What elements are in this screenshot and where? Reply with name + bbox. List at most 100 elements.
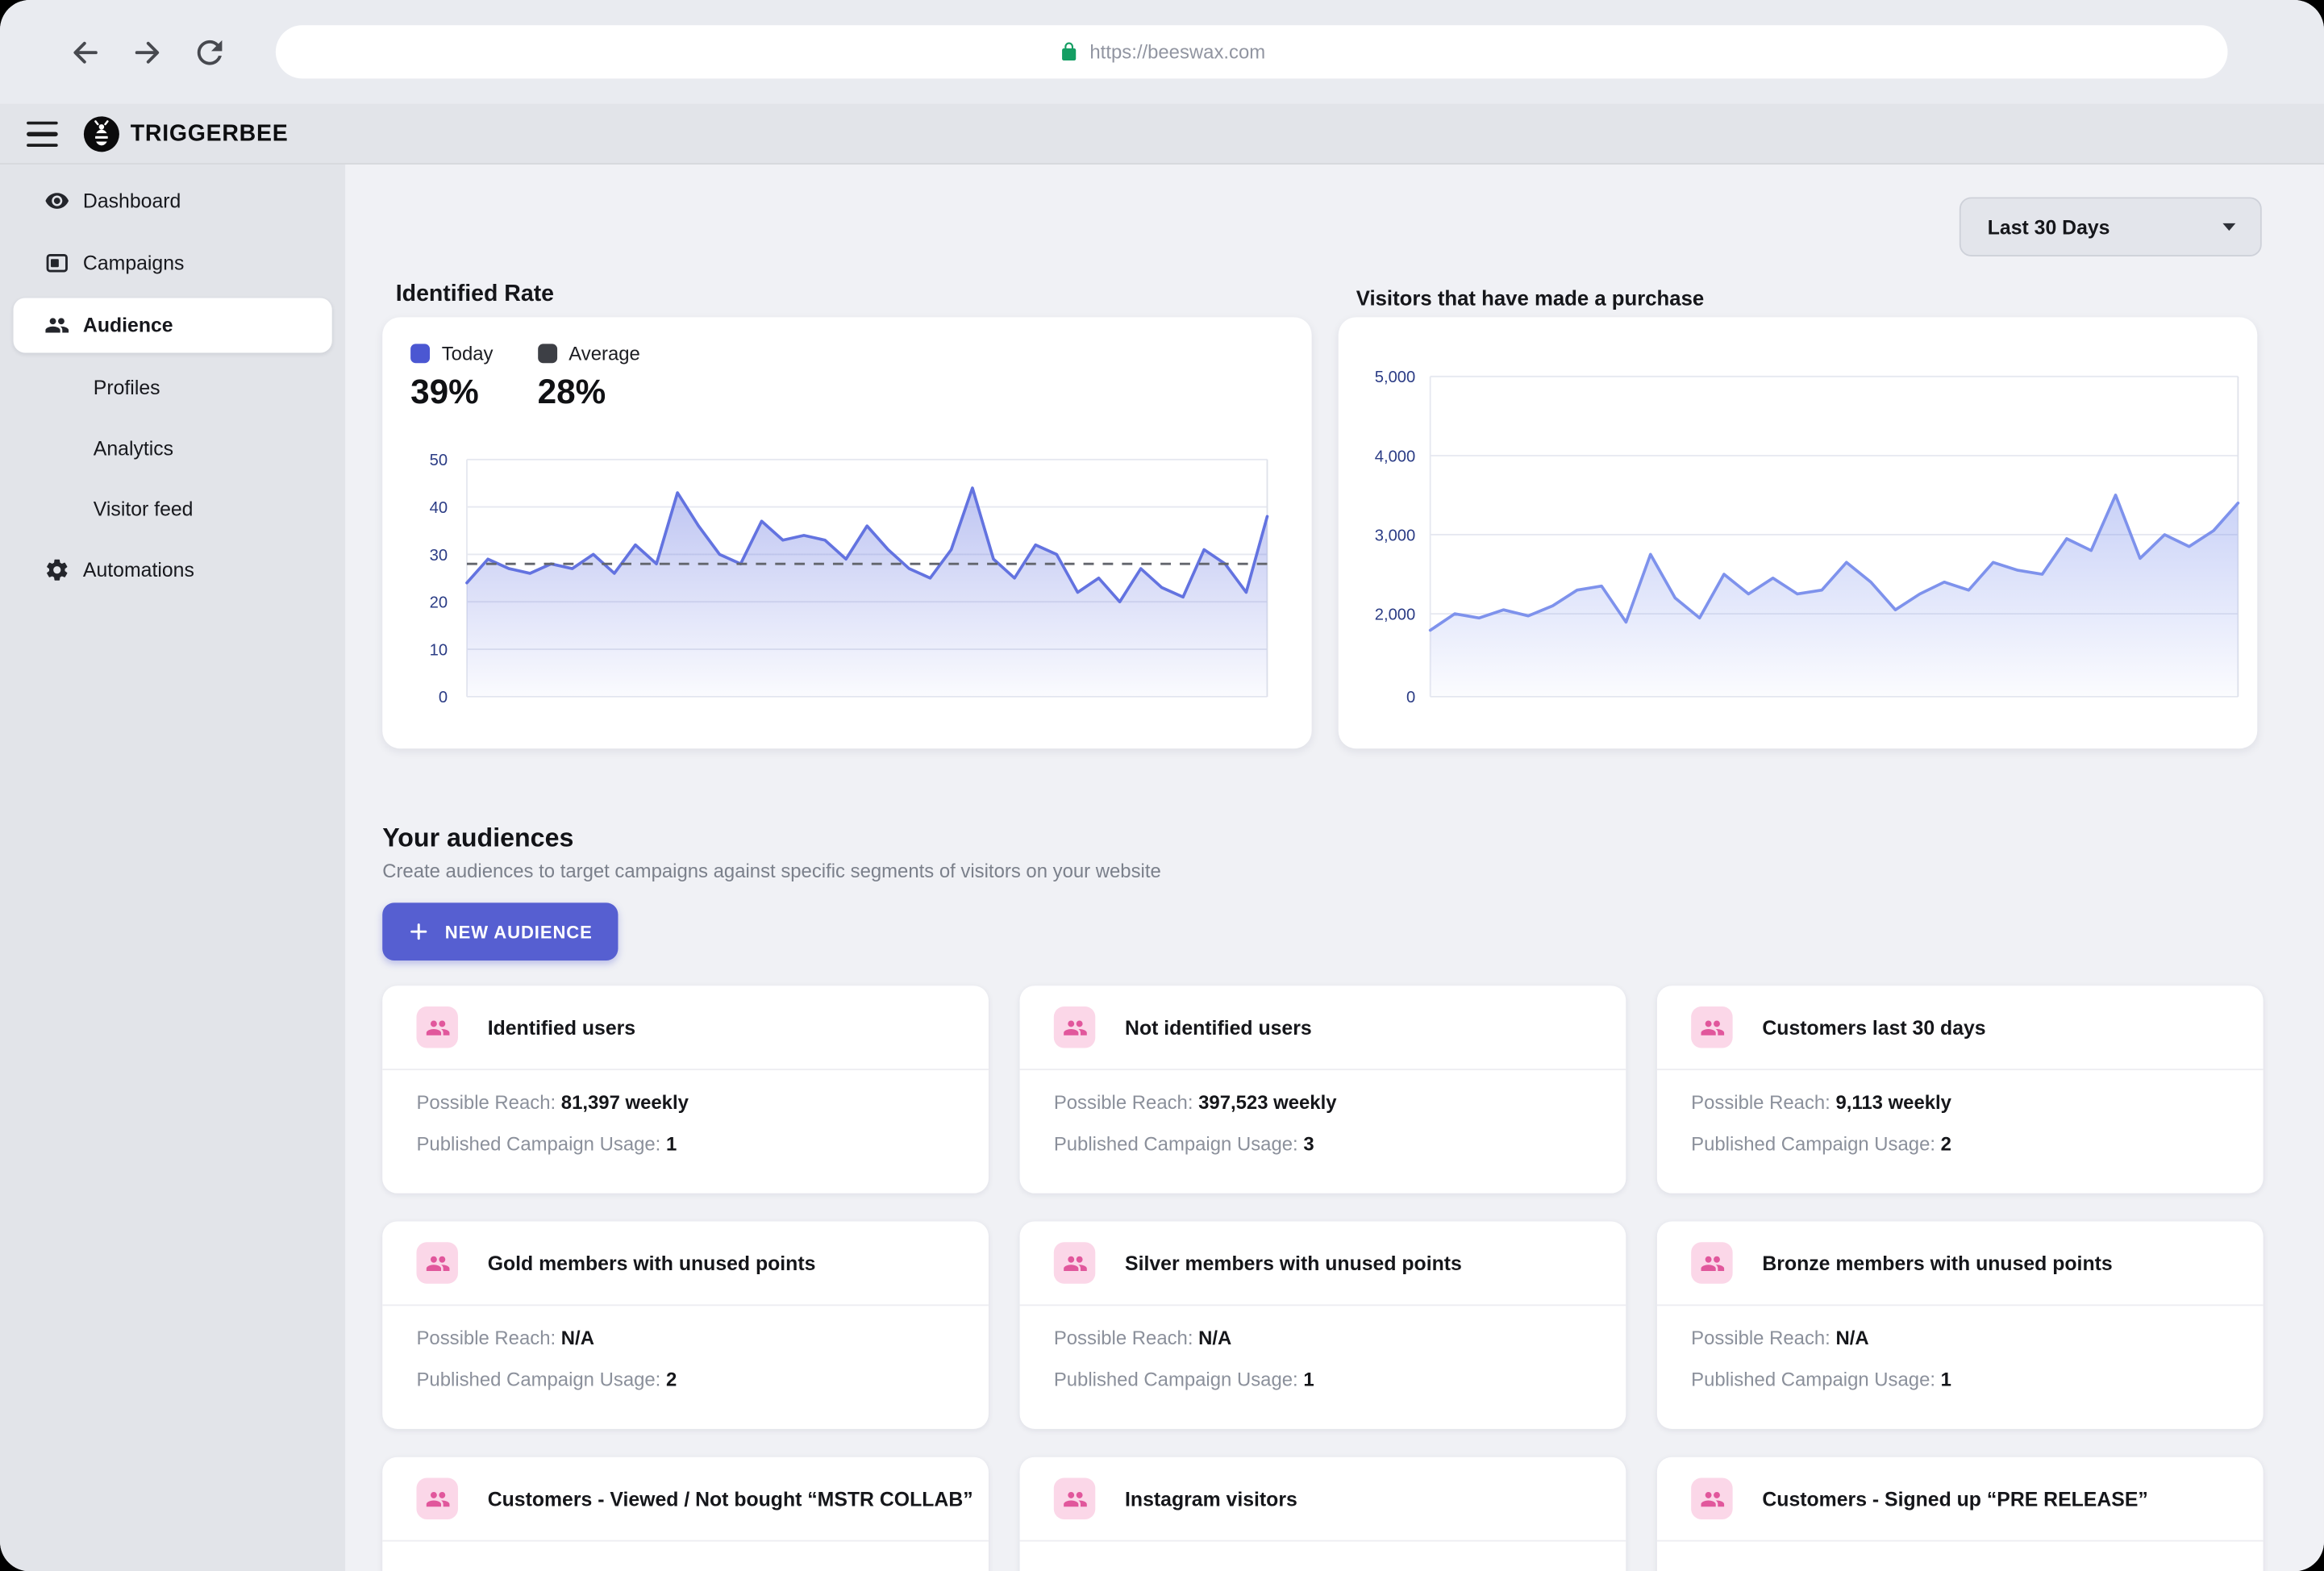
sidebar-item-label: Dashboard — [82, 190, 181, 212]
audience-card-header: Not identified users — [1019, 986, 1626, 1071]
svg-text:30: 30 — [430, 547, 448, 565]
identified-rate-legend: Today 39% Average 28% — [410, 343, 640, 412]
svg-text:5,000: 5,000 — [1375, 369, 1416, 386]
brand-name: TRIGGERBEE — [130, 121, 289, 147]
address-bar-content: https://beeswax.com — [1059, 40, 1266, 64]
audience-card-header: Gold members with unused points — [382, 1222, 989, 1306]
audience-card-body: Possible Reach: 81,397 weekly Published C… — [382, 1070, 989, 1155]
app-header: TRIGGERBEE — [0, 103, 2324, 165]
svg-text:0: 0 — [439, 689, 448, 706]
audience-group-icon — [416, 1477, 458, 1519]
purchases-chart-title: Visitors that have made a purchase — [1356, 285, 1705, 310]
sidebar-nav: Dashboard Campaigns Audience Profiles Analyt… — [0, 165, 346, 1571]
svg-text:20: 20 — [430, 594, 448, 612]
audience-card[interactable]: Customers - Viewed / Not bought “MSTR CO… — [382, 1456, 989, 1571]
sidebar-item-audience[interactable]: Audience — [13, 298, 332, 353]
audience-card[interactable]: Customers - Signed up “PRE RELEASE” — [1656, 1456, 2264, 1571]
browser-nav-buttons — [65, 0, 228, 104]
sidebar-item-campaigns[interactable]: Campaigns — [14, 235, 332, 290]
svg-text:40: 40 — [430, 499, 448, 517]
audience-card[interactable]: Bronze members with unused points Possibl… — [1656, 1221, 2264, 1429]
audience-card-title: Gold members with unused points — [487, 1252, 816, 1274]
possible-reach: Possible Reach: 397,523 weekly — [1053, 1090, 1337, 1114]
new-audience-button[interactable]: NEW AUDIENCE — [382, 902, 618, 961]
audience-card[interactable]: Not identified users Possible Reach: 397,… — [1019, 986, 1626, 1194]
audience-card[interactable]: Silver members with unused points Possibl… — [1019, 1221, 1626, 1429]
audience-card-header: Bronze members with unused points — [1656, 1222, 2264, 1306]
audience-card[interactable]: Identified users Possible Reach: 81,397 w… — [382, 986, 989, 1194]
possible-reach: Possible Reach: N/A — [1053, 1327, 1232, 1349]
audience-card[interactable]: Instagram visitors — [1019, 1456, 1626, 1571]
back-button[interactable] — [65, 32, 104, 71]
possible-reach: Possible Reach: 9,113 weekly — [1691, 1090, 1951, 1114]
eye-icon — [45, 193, 69, 209]
campaign-usage: Published Campaign Usage: 1 — [1053, 1368, 1314, 1391]
line-chart-svg: 50 40 30 20 10 0 — [430, 452, 1269, 706]
sidebar-item-label: Visitor feed — [93, 497, 194, 520]
sidebar-item-dashboard[interactable]: Dashboard — [14, 173, 332, 228]
possible-reach: Possible Reach: N/A — [1691, 1327, 1869, 1349]
campaign-usage: Published Campaign Usage: 3 — [1053, 1132, 1314, 1155]
audience-group-icon — [1053, 1006, 1096, 1048]
legend-item-average: Average 28% — [537, 343, 640, 412]
audience-group-icon — [1053, 1477, 1096, 1519]
back-arrow-icon — [73, 40, 97, 63]
audience-card-title: Customers last 30 days — [1762, 1015, 1986, 1039]
audience-group-icon — [1053, 1242, 1096, 1284]
sidebar-item-analytics[interactable]: Analytics — [14, 421, 332, 474]
audience-card-header: Silver members with unused points — [1019, 1222, 1626, 1306]
audience-card-body: Possible Reach: N/A Published Campaign Us… — [1020, 1306, 1626, 1390]
campaign-usage: Published Campaign Usage: 2 — [416, 1368, 677, 1391]
legend-item-today: Today 39% — [410, 342, 494, 412]
forward-arrow-icon — [134, 40, 159, 63]
group-icon — [425, 1019, 449, 1035]
audience-card[interactable]: Customers last 30 days Possible Reach: 9,… — [1656, 986, 2264, 1194]
address-bar[interactable] — [275, 25, 2228, 79]
audience-card-title: Silver members with unused points — [1125, 1252, 1462, 1274]
group-icon — [45, 318, 69, 333]
audiences-subtitle: Create audiences to target campaigns aga… — [382, 860, 1161, 882]
audience-card-header: Customers - Viewed / Not bought “MSTR CO… — [382, 1457, 989, 1542]
date-range-dropdown[interactable]: Last 30 Days — [1959, 197, 2262, 256]
group-icon — [1063, 1491, 1086, 1506]
line-chart-svg: 5,000 4,000 3,000 2,000 0 — [1375, 369, 2240, 706]
forward-button[interactable] — [127, 32, 166, 71]
identified-rate-title: Identified Rate — [395, 281, 555, 307]
audience-group-icon — [416, 1242, 458, 1284]
audience-card-header: Identified users — [382, 986, 989, 1071]
audience-group-icon — [416, 1006, 458, 1048]
group-icon — [1063, 1255, 1086, 1271]
legend-swatch-icon — [410, 344, 431, 364]
svg-text:0: 0 — [1406, 689, 1415, 706]
refresh-button[interactable] — [190, 32, 228, 71]
audience-card-title: Bronze members with unused points — [1762, 1252, 2113, 1274]
audience-card-header: Customers - Signed up “PRE RELEASE” — [1656, 1457, 2264, 1542]
audience-card-title: Not identified users — [1125, 1015, 1312, 1039]
sidebar-item-profiles[interactable]: Profiles — [14, 360, 332, 414]
svg-text:50: 50 — [430, 452, 448, 469]
audience-card-title: Customers - Signed up “PRE RELEASE” — [1762, 1487, 2148, 1511]
sidebar-item-automations[interactable]: Automations — [14, 543, 332, 598]
hamburger-menu-icon[interactable] — [27, 121, 58, 147]
audience-group-icon — [1691, 1006, 1733, 1048]
audience-card[interactable]: Gold members with unused points Possible … — [382, 1221, 989, 1429]
main-content: Last 30 Days Identified Rate Visitors th… — [345, 165, 2324, 1571]
svg-text:2,000: 2,000 — [1375, 606, 1416, 623]
new-audience-label: NEW AUDIENCE — [444, 921, 593, 943]
url-text: https://beeswax.com — [1089, 40, 1266, 64]
audience-card-body: Possible Reach: 9,113 weekly Published Ca… — [1657, 1070, 2264, 1155]
audiences-heading: Your audiences — [382, 823, 574, 852]
sidebar-item-label: Audience — [82, 314, 173, 337]
audience-card-title: Identified users — [487, 1015, 636, 1039]
legend-label: Today — [441, 342, 494, 365]
identified-rate-card: Today 39% Average 28% 50 40 30 20 10 0 — [382, 317, 1312, 749]
campaign-usage: Published Campaign Usage: 1 — [416, 1132, 677, 1155]
audience-card-header: Customers last 30 days — [1656, 986, 2264, 1071]
sidebar-item-label: Automations — [82, 558, 194, 581]
sidebar-item-visitor-feed[interactable]: Visitor feed — [14, 481, 332, 535]
browser-toolbar: https://beeswax.com — [0, 0, 2324, 104]
legend-value: 28% — [537, 372, 606, 411]
possible-reach: Possible Reach: N/A — [416, 1327, 594, 1349]
audience-card-body: Possible Reach: N/A Published Campaign Us… — [382, 1306, 989, 1390]
